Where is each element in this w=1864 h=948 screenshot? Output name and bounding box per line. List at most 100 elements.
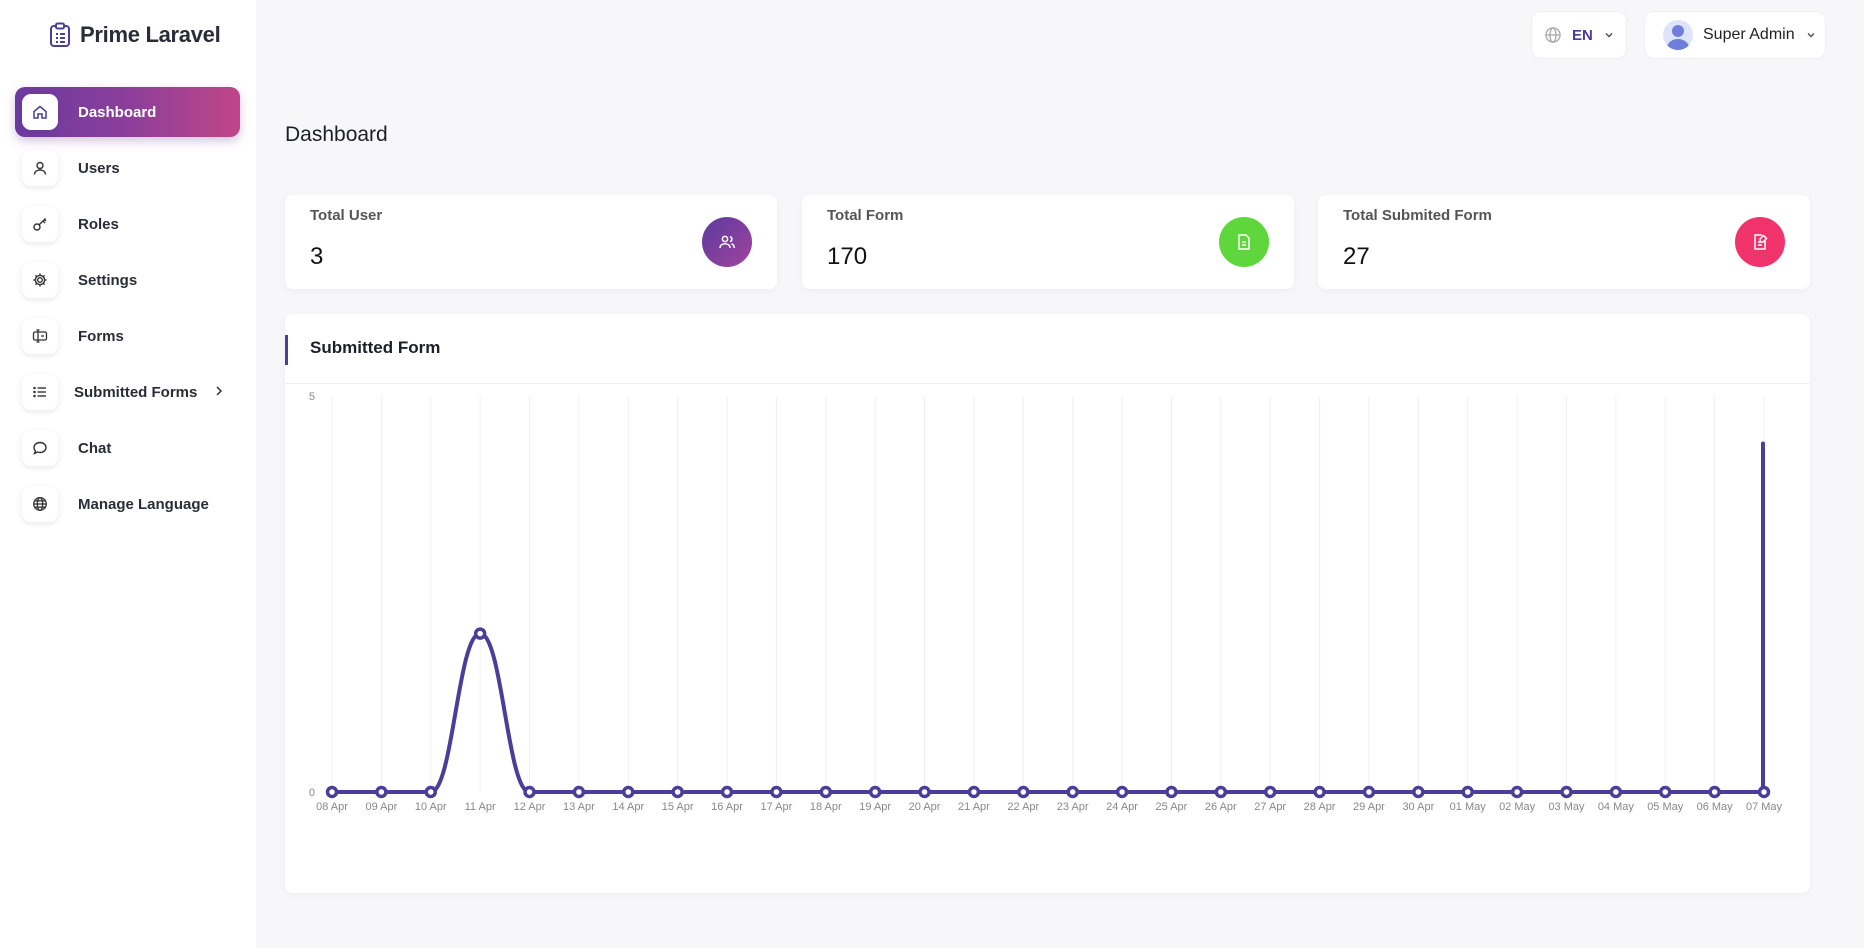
page-title: Dashboard <box>285 123 388 146</box>
chevron-down-icon <box>1605 32 1613 38</box>
chart-title: Submitted Form <box>310 338 441 357</box>
x-tick-label: 22 Apr <box>1007 801 1039 813</box>
chevron-right-icon <box>216 386 223 396</box>
home-icon <box>22 94 58 130</box>
sidebar-item-submitted-forms[interactable]: Submitted Forms <box>15 367 240 417</box>
form-icon <box>22 318 58 354</box>
data-point[interactable] <box>868 785 882 799</box>
line-chart: 0 5 08 Apr 09 Apr 10 Apr 11 Apr 12 Apr 13 Apr 1… <box>309 391 1783 813</box>
language-value: EN <box>1572 26 1593 44</box>
x-tick-label: 10 Apr <box>415 801 447 813</box>
data-point[interactable] <box>473 627 487 640</box>
sidebar-item-roles[interactable]: Roles <box>15 199 240 249</box>
data-point[interactable] <box>1115 785 1129 799</box>
stat-label: Total User <box>310 207 383 224</box>
data-point[interactable] <box>1510 785 1524 799</box>
data-point[interactable] <box>325 785 339 799</box>
sidebar-item-label: Settings <box>78 271 138 289</box>
data-point[interactable] <box>1609 785 1623 799</box>
data-point[interactable] <box>918 785 931 799</box>
stat-label: Total Form <box>827 207 904 224</box>
stat-value: 170 <box>827 243 868 270</box>
user-name: Super Admin <box>1703 26 1795 43</box>
sidebar-item-label: Roles <box>78 215 119 233</box>
x-tick-label: 24 Apr <box>1106 801 1138 813</box>
x-tick-label: 12 Apr <box>514 801 546 813</box>
data-point[interactable] <box>1165 785 1178 799</box>
data-point[interactable] <box>1017 785 1030 799</box>
chat-icon <box>22 430 58 466</box>
user-icon <box>22 150 58 186</box>
data-point[interactable] <box>671 785 684 799</box>
data-point[interactable] <box>1658 785 1672 799</box>
data-point[interactable] <box>1757 785 1771 799</box>
sidebar-item-label: Chat <box>78 439 112 457</box>
x-tick-label: 13 Apr <box>563 801 595 813</box>
sidebar-item-label: Manage Language <box>78 495 209 513</box>
data-point[interactable] <box>1412 785 1425 799</box>
x-tick-label: 19 Apr <box>859 801 891 813</box>
sidebar-item-chat[interactable]: Chat <box>15 423 240 473</box>
x-tick-label: 11 Apr <box>465 801 496 813</box>
data-point[interactable] <box>1263 785 1277 799</box>
x-tick-label: 04 May <box>1598 801 1635 813</box>
x-tick-label: 29 Apr <box>1353 801 1385 813</box>
file-icon <box>1219 217 1269 267</box>
data-point[interactable] <box>1461 785 1474 799</box>
series-line <box>330 441 1766 794</box>
sidebar-nav: Dashboard Users Roles Settings Forms <box>15 87 240 535</box>
data-point[interactable] <box>1313 785 1326 799</box>
x-tick-label: 05 May <box>1647 801 1684 813</box>
data-point[interactable] <box>424 785 438 799</box>
list-icon <box>22 374 58 410</box>
chevron-down-icon <box>1807 32 1815 38</box>
data-point[interactable] <box>1362 785 1376 799</box>
data-point[interactable] <box>967 785 981 799</box>
key-icon <box>22 206 58 242</box>
stat-value: 27 <box>1343 243 1370 270</box>
brand-name: Prime Laravel <box>80 22 221 47</box>
x-tick-label: 15 Apr <box>662 801 694 813</box>
stat-card-total-form: Total Form 170 <box>802 195 1294 289</box>
sidebar-item-settings[interactable]: Settings <box>15 255 240 305</box>
language-selector[interactable]: EN <box>1531 11 1627 59</box>
sidebar-item-label: Submitted Forms <box>74 383 198 401</box>
data-point[interactable] <box>572 785 586 799</box>
sidebar-item-users[interactable]: Users <box>15 143 240 193</box>
user-menu[interactable]: Super Admin <box>1644 11 1826 59</box>
sidebar-item-manage-language[interactable]: Manage Language <box>15 479 240 529</box>
data-point[interactable] <box>1708 785 1721 799</box>
x-tick-label: 28 Apr <box>1304 801 1336 813</box>
globe-icon <box>1545 27 1561 43</box>
x-tick-label: 07 May <box>1746 801 1783 813</box>
data-point[interactable] <box>523 785 536 799</box>
gear-icon <box>22 262 58 298</box>
sidebar-item-label: Forms <box>78 327 124 345</box>
data-point[interactable] <box>622 785 635 799</box>
data-point[interactable] <box>1066 785 1079 799</box>
sidebar-item-dashboard[interactable]: Dashboard <box>15 87 240 137</box>
x-tick-label: 21 Apr <box>958 801 990 813</box>
sidebar: Prime Laravel Dashboard Users Roles Sett… <box>0 0 256 948</box>
users-icon <box>702 217 752 267</box>
data-point[interactable] <box>375 785 388 799</box>
globe-icon <box>22 486 58 522</box>
data-point[interactable] <box>1560 785 1573 799</box>
avatar <box>1663 20 1693 50</box>
x-tick-label: 23 Apr <box>1057 801 1089 813</box>
x-tick-label: 30 Apr <box>1402 801 1434 813</box>
y-tick-label: 0 <box>309 787 315 799</box>
x-tick-label: 14 Apr <box>612 801 644 813</box>
data-point[interactable] <box>819 785 833 799</box>
data-point[interactable] <box>720 785 734 799</box>
x-tick-label: 26 Apr <box>1205 801 1237 813</box>
stat-value: 3 <box>310 243 324 270</box>
brand-logo[interactable]: Prime Laravel <box>48 20 221 50</box>
data-point[interactable] <box>770 785 783 799</box>
x-tick-label: 27 Apr <box>1254 801 1286 813</box>
x-tick-label: 16 Apr <box>711 801 743 813</box>
stat-card-total-user: Total User 3 <box>285 195 777 289</box>
sidebar-item-forms[interactable]: Forms <box>15 311 240 361</box>
x-tick-label: 09 Apr <box>365 801 397 813</box>
data-point[interactable] <box>1214 785 1228 799</box>
